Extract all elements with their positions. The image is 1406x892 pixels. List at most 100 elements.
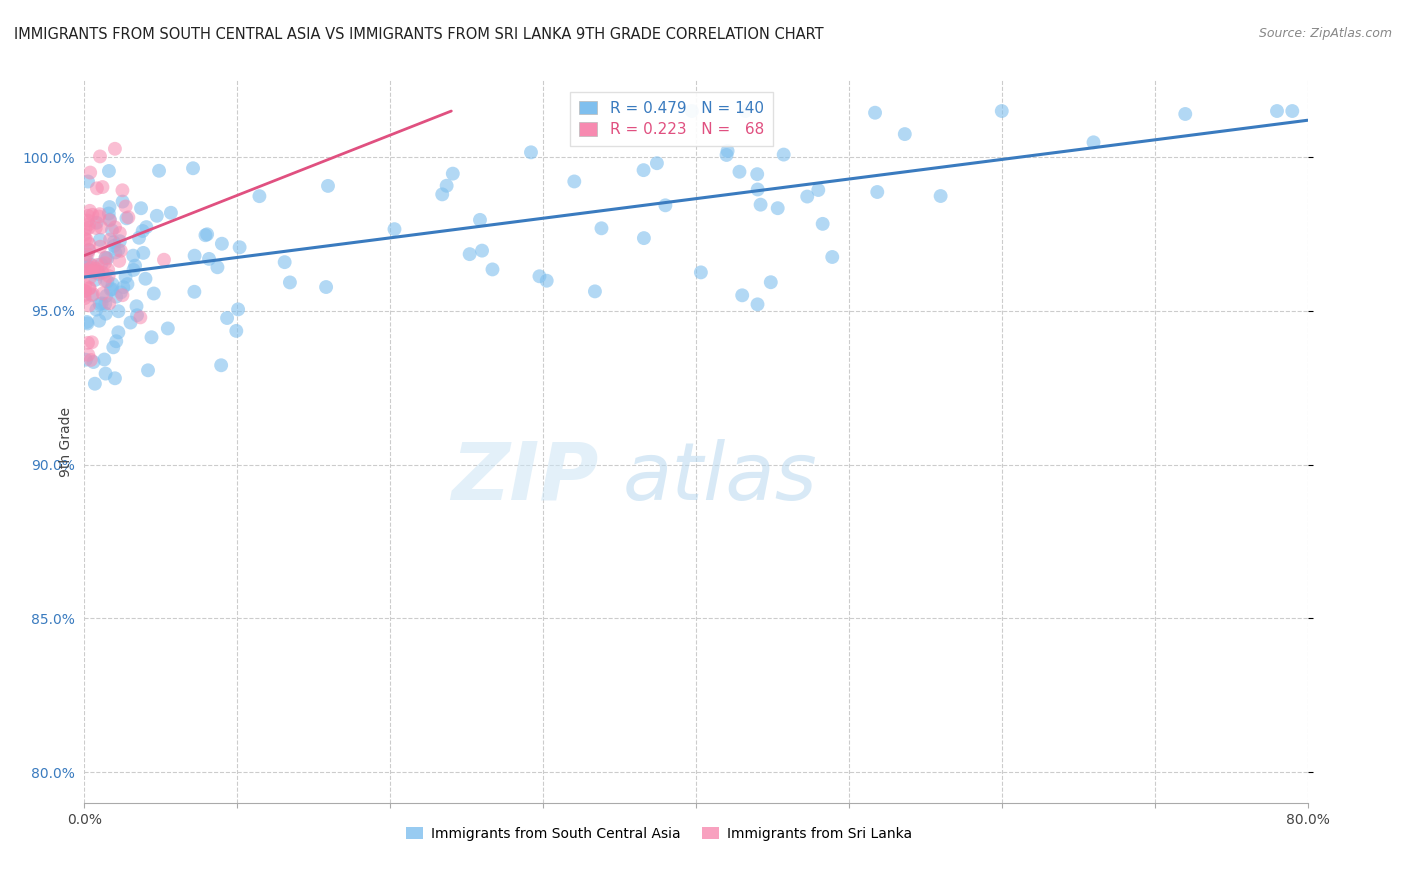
Point bbox=[91, 286, 114, 301]
Point bbox=[110, 285, 132, 300]
Point bbox=[134, 271, 156, 285]
Point bbox=[107, 304, 129, 318]
Point bbox=[98, 212, 121, 227]
Point bbox=[94, 274, 117, 288]
Point bbox=[73, 227, 96, 242]
Point bbox=[1265, 103, 1288, 118]
Point bbox=[633, 231, 655, 245]
Point bbox=[76, 317, 98, 331]
Point bbox=[198, 252, 221, 266]
Point bbox=[97, 262, 120, 277]
Point bbox=[79, 281, 101, 295]
Point bbox=[278, 276, 301, 290]
Point bbox=[84, 273, 107, 287]
Point bbox=[82, 287, 104, 301]
Point bbox=[125, 299, 148, 313]
Point bbox=[77, 237, 100, 252]
Point bbox=[97, 164, 120, 178]
Point bbox=[136, 363, 159, 377]
Point bbox=[101, 282, 124, 296]
Point bbox=[90, 257, 112, 271]
Point bbox=[80, 353, 103, 368]
Point bbox=[98, 233, 121, 247]
Point bbox=[125, 308, 148, 322]
Point bbox=[84, 221, 107, 235]
Point bbox=[316, 178, 339, 193]
Text: ZIP: ZIP bbox=[451, 439, 598, 516]
Point bbox=[863, 105, 886, 120]
Point bbox=[894, 127, 917, 141]
Text: Source: ZipAtlas.com: Source: ZipAtlas.com bbox=[1258, 27, 1392, 40]
Point bbox=[101, 277, 124, 292]
Point bbox=[384, 222, 406, 236]
Point bbox=[681, 103, 703, 118]
Point bbox=[76, 260, 98, 274]
Point bbox=[73, 291, 96, 305]
Point bbox=[226, 302, 249, 317]
Point bbox=[228, 240, 250, 254]
Point bbox=[141, 330, 163, 344]
Point bbox=[75, 352, 97, 367]
Point bbox=[94, 256, 117, 270]
Point bbox=[82, 208, 104, 222]
Point bbox=[734, 103, 756, 118]
Point bbox=[108, 253, 131, 268]
Point bbox=[98, 296, 121, 310]
Point bbox=[458, 247, 481, 261]
Point bbox=[1174, 107, 1197, 121]
Point bbox=[80, 258, 103, 272]
Point bbox=[76, 247, 98, 261]
Point bbox=[115, 211, 138, 226]
Point bbox=[142, 286, 165, 301]
Point bbox=[96, 275, 118, 289]
Point bbox=[654, 198, 676, 212]
Point bbox=[96, 252, 118, 266]
Point bbox=[153, 252, 176, 267]
Point bbox=[1281, 103, 1303, 118]
Point bbox=[529, 269, 551, 284]
Point bbox=[86, 264, 108, 278]
Point bbox=[79, 270, 101, 285]
Point bbox=[432, 187, 454, 202]
Point bbox=[117, 211, 139, 225]
Point bbox=[315, 280, 337, 294]
Point bbox=[75, 232, 97, 246]
Point bbox=[86, 181, 108, 195]
Point bbox=[114, 199, 136, 213]
Point bbox=[90, 296, 112, 310]
Point bbox=[86, 302, 108, 317]
Point bbox=[181, 161, 204, 176]
Point bbox=[94, 251, 117, 265]
Point bbox=[991, 103, 1014, 118]
Point bbox=[80, 260, 103, 275]
Point bbox=[77, 243, 100, 257]
Point bbox=[94, 251, 117, 265]
Point bbox=[148, 163, 170, 178]
Point bbox=[471, 244, 494, 258]
Point bbox=[591, 221, 613, 235]
Point bbox=[759, 275, 782, 289]
Point bbox=[689, 265, 711, 279]
Point bbox=[89, 240, 111, 254]
Point bbox=[77, 220, 100, 235]
Point bbox=[76, 213, 98, 227]
Point bbox=[122, 263, 145, 277]
Point bbox=[90, 220, 112, 235]
Point bbox=[111, 194, 134, 209]
Point bbox=[160, 206, 183, 220]
Point bbox=[108, 234, 131, 248]
Point bbox=[100, 283, 122, 297]
Point bbox=[87, 265, 110, 279]
Point bbox=[77, 335, 100, 350]
Point bbox=[91, 180, 114, 194]
Point bbox=[89, 314, 111, 328]
Point bbox=[84, 261, 107, 276]
Point bbox=[79, 165, 101, 179]
Point bbox=[747, 297, 769, 311]
Point bbox=[111, 288, 134, 302]
Point bbox=[562, 174, 585, 188]
Point bbox=[77, 217, 100, 231]
Point bbox=[129, 201, 152, 215]
Point bbox=[76, 263, 98, 277]
Point bbox=[536, 274, 558, 288]
